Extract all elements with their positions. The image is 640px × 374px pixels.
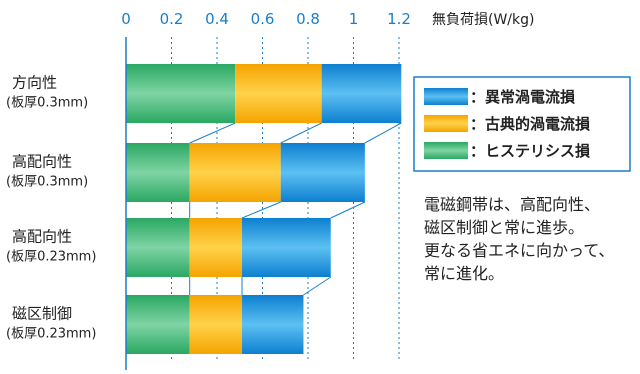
bar-connectors (189, 122, 402, 296)
bar-segment-anomalous-eddy (242, 295, 304, 354)
bar-segment-hysteresis (126, 295, 190, 354)
bar-segment-hysteresis (126, 64, 236, 123)
connector-line (364, 122, 402, 144)
x-tick-label: 0.8 (296, 10, 320, 28)
legend: ：異常渦電流損 ：古典的渦電流損 ：ヒステリシス損 (413, 76, 631, 172)
category-label: 磁区制御 (12, 305, 72, 323)
x-axis-ticks: 0 0.2 0.4 0.6 0.8 1 1.2 (121, 10, 411, 28)
legend-swatch (424, 88, 468, 105)
bar-segment-classical-eddy (235, 64, 322, 123)
connector-line (189, 122, 236, 144)
legend-swatch (424, 115, 468, 132)
x-tick-label: 0 (121, 10, 131, 28)
x-tick-label: 1.2 (387, 10, 411, 28)
category-label: 方向性 (12, 74, 57, 92)
bar-segment-anomalous-eddy (280, 143, 365, 202)
category-sublabel: (板厚0.23mm) (6, 250, 96, 265)
legend-frame (413, 76, 631, 172)
legend-swatch (424, 142, 468, 159)
x-tick-label: 1 (349, 10, 359, 28)
bar-segment-classical-eddy (189, 295, 243, 354)
x-tick-label: 0.6 (251, 10, 275, 28)
bars (126, 64, 402, 354)
connector-line (303, 276, 332, 296)
x-axis-unit-label: 無負荷損(W/kg) (432, 12, 534, 28)
bar-segment-hysteresis (126, 143, 190, 202)
note-line: 更なる省エネに向かって、 (424, 241, 615, 260)
note-line: 電磁鋼帯は、高配向性、 (424, 195, 601, 214)
category-label: 高配向性 (12, 228, 72, 246)
category-sublabel: (板厚0.23mm) (6, 327, 96, 342)
bar-segment-hysteresis (126, 218, 190, 277)
category-labels: 方向性 (板厚0.3mm) 高配向性 (板厚0.3mm) 高配向性 (板厚0.23mm) 磁… (6, 74, 96, 342)
legend-label: ：ヒステリシス損 (470, 142, 591, 160)
bar-segment-classical-eddy (189, 143, 281, 202)
category-label: 高配向性 (12, 153, 72, 171)
connector-line (241, 201, 281, 219)
note-line: 磁区制御と常に進歩。 (424, 218, 585, 237)
note-text: 電磁鋼帯は、高配向性、 磁区制御と常に進歩。 更なる省エネに向かって、 常に進化… (424, 193, 634, 285)
connector-line (280, 122, 322, 144)
x-tick-label: 0.2 (160, 10, 184, 28)
legend-label: ：古典的渦電流損 (470, 115, 591, 133)
bar-segment-anomalous-eddy (321, 64, 402, 123)
category-sublabel: (板厚0.3mm) (6, 96, 88, 111)
bar-segment-classical-eddy (189, 218, 243, 277)
legend-label: ：異常渦電流損 (470, 88, 576, 106)
connector-line (330, 201, 366, 219)
bar-segment-anomalous-eddy (242, 218, 331, 277)
x-tick-label: 0.4 (205, 10, 229, 28)
note-line: 常に進化。 (424, 264, 505, 283)
category-sublabel: (板厚0.3mm) (6, 175, 88, 190)
